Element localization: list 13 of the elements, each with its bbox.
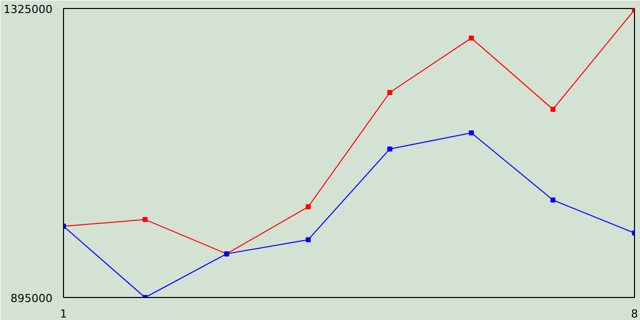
x-tick-label: 8: [631, 308, 638, 320]
point: [306, 204, 311, 210]
point: [387, 90, 392, 96]
x-tick-label: 1: [60, 308, 67, 320]
point: [550, 198, 556, 203]
y-tick-label: 895000: [10, 292, 53, 305]
point: [387, 146, 392, 152]
point: [550, 106, 556, 112]
point: [468, 130, 474, 136]
point: [142, 217, 148, 222]
point: [468, 36, 474, 41]
point: [306, 237, 311, 242]
y-tick-label: 1325000: [4, 3, 53, 16]
